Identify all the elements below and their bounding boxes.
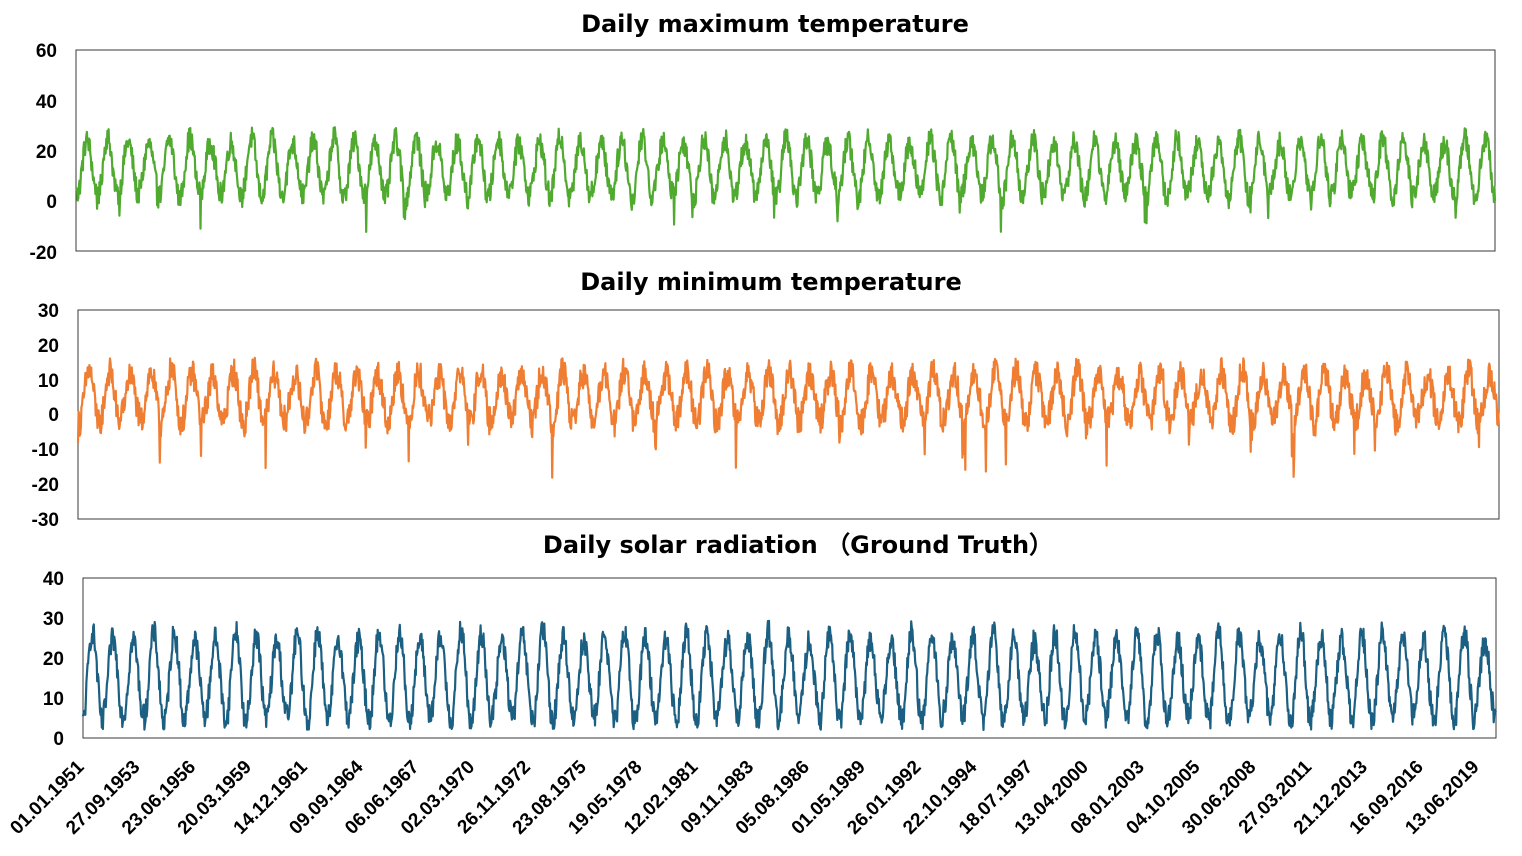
- radiation-ytick-30: 30: [43, 609, 64, 630]
- tmax-ytick-0: 0: [46, 192, 57, 213]
- tmin-ytick-20: 20: [38, 336, 59, 357]
- radiation-title: Daily solar radiation （Ground Truth）: [543, 531, 1053, 559]
- tmax-title: Daily maximum temperature: [581, 10, 969, 38]
- tmax-series-line: [75, 126, 1497, 233]
- tmin-ytick-minus20: -20: [32, 475, 59, 496]
- tmax-panel: Daily maximum temperature 60 40 20 0 -20: [30, 10, 1497, 264]
- tmin-ytick-minus10: -10: [32, 440, 59, 461]
- x-axis-tick-labels: 01.01.195127.09.195323.06.195620.03.1959…: [6, 756, 1483, 838]
- tmax-ytick-40: 40: [36, 92, 57, 113]
- tmax-plot-frame: [75, 49, 1496, 252]
- tmax-ytick-20: 20: [36, 142, 57, 163]
- tmin-ytick-minus30: -30: [32, 510, 59, 531]
- radiation-panel: Daily solar radiation （Ground Truth） 40 …: [43, 531, 1497, 750]
- radiation-ytick-40: 40: [43, 569, 64, 590]
- tmin-title: Daily minimum temperature: [580, 268, 962, 296]
- tmax-ytick-60: 60: [36, 41, 57, 62]
- tmin-series-line: [76, 356, 1501, 479]
- radiation-plot-frame: [82, 577, 1497, 739]
- radiation-series-line: [81, 619, 1497, 732]
- radiation-ytick-20: 20: [43, 649, 64, 670]
- tmin-panel: Daily minimum temperature 30 20 10 0 -10…: [32, 268, 1501, 531]
- tmin-plot-frame: [77, 309, 1500, 520]
- radiation-ytick-0: 0: [53, 729, 64, 750]
- radiation-ytick-10: 10: [43, 689, 64, 710]
- tmin-ytick-30: 30: [38, 301, 59, 322]
- tmin-ytick-0: 0: [48, 405, 59, 426]
- tmin-ytick-10: 10: [38, 371, 59, 392]
- tmax-ytick-minus20: -20: [30, 243, 57, 264]
